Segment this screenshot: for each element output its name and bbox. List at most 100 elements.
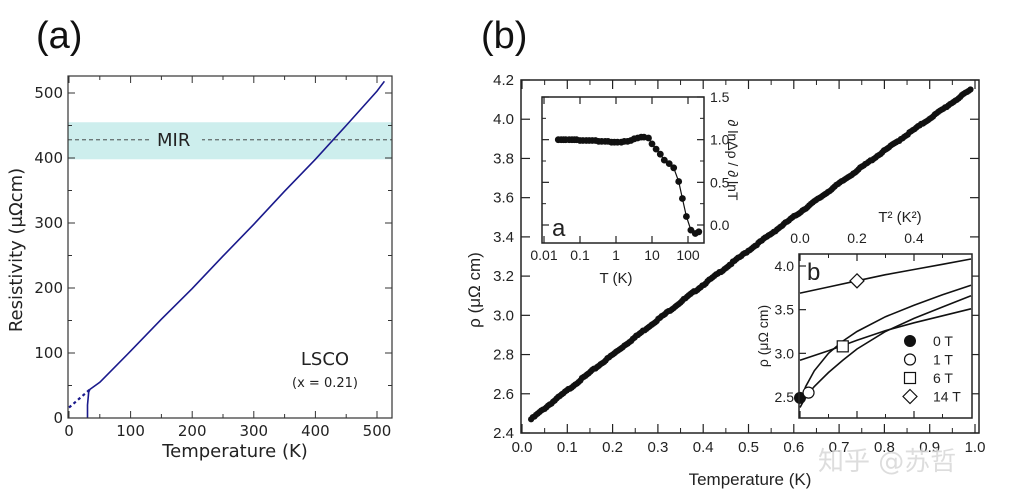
x-tick-label: 0.2 [602, 439, 623, 456]
series-line-dotted [68, 388, 91, 409]
x-tick-label: 0.6 [783, 439, 804, 456]
inset-b-curve [799, 284, 972, 402]
inset-b-curve [799, 258, 972, 294]
inset-a-y-tick-label: 0.5 [710, 174, 730, 190]
inset-a-point [670, 164, 678, 172]
mir-band [68, 122, 392, 160]
legend-label: 1 T [933, 352, 953, 368]
inset-a-x-tick-label: 0.1 [570, 247, 590, 263]
series-b [528, 86, 974, 423]
legend-label: 0 T [933, 333, 953, 349]
inset-a-ticks: 0.01 0.1 1 10 100 0.0 0.5 1.0 1.5 [530, 89, 729, 263]
inset-b-x-tick-label: 0.2 [847, 230, 867, 246]
inset-a-point [660, 156, 668, 164]
inset-a-point [648, 140, 656, 148]
inset-a-point [645, 134, 652, 142]
inset-a-series [554, 133, 703, 237]
x-axis-label-a: Temperature (K) [161, 441, 308, 462]
x-tick-label: 0.7 [829, 439, 850, 456]
series-a [68, 80, 386, 418]
legend-label: 14 T [933, 389, 961, 405]
inset-a-point [683, 213, 690, 220]
y-tick-label: 2.8 [493, 347, 514, 364]
inset-a-x-label: T (K) [599, 270, 632, 287]
legend-marker-open-diamond [902, 388, 918, 405]
y-tick-label: 200 [34, 279, 63, 297]
mir-label-gap [150, 136, 202, 143]
data-point [967, 86, 974, 93]
x-axis-label-b: Temperature (K) [689, 470, 812, 489]
y-tick-label: 3.6 [493, 190, 514, 207]
panel-label-b: (b) [481, 15, 527, 57]
x-tick-label: 1.0 [965, 439, 986, 456]
inset-a-x-tick-label: 10 [644, 247, 660, 263]
legend-marker-open-square [903, 371, 917, 385]
x-tick-label: 0.5 [738, 439, 759, 456]
inset-b-x-tick-label: 0.4 [904, 230, 924, 246]
y-tick-label: 0 [53, 409, 63, 427]
x-tick-label: 200 [178, 422, 207, 440]
x-tick-label: 0.0 [512, 439, 533, 456]
inset-a-background [542, 97, 704, 243]
watermark: 知乎 @苏哲 [818, 447, 956, 477]
y-tick-label: 2.6 [493, 386, 514, 403]
inset-a-point [679, 195, 686, 202]
x-tick-label: 0.1 [557, 439, 578, 456]
inset-a-frame [541, 96, 705, 244]
plot-frame-b [520, 79, 980, 434]
inset-b-marker [849, 272, 865, 289]
x-tick-label: 400 [301, 422, 330, 440]
y-tick-label: 3.4 [493, 229, 514, 246]
inset-b-marker [802, 386, 815, 399]
inset-a-y-label: ∂ lnΔρ / ∂ lnT [725, 120, 741, 201]
inset-b-y-tick-label: 2.5 [775, 389, 795, 405]
inset-b-marker [836, 340, 849, 353]
inset-a-x-tick-label: 100 [676, 247, 700, 263]
x-tick-label: 0 [64, 422, 74, 440]
axis-ticks-a: 0 100 200 300 400 500 0 100 200 300 400 500 [34, 76, 392, 440]
inset-b-x-tick-label: 0.0 [790, 230, 810, 246]
y-axis-label-b: ρ (μΩ cm) [465, 252, 484, 328]
plot-frame-a [67, 75, 393, 419]
inset-b-curve [799, 308, 972, 362]
chart-b: 0.0 0.1 0.2 0.3 0.4 0.5 0.6 0.7 0.8 0.9 1.0 2.4 2.6 2… [465, 72, 985, 489]
annotation-lsco: LSCO [301, 349, 349, 370]
inset-b-y-tick-label: 3.5 [775, 302, 795, 318]
inset-a-x-tick-label: 1 [612, 247, 620, 263]
inset-a-point [695, 228, 703, 236]
y-axis-label-a: Resistivity (μΩcm) [6, 168, 27, 332]
x-tick-label: 500 [363, 422, 392, 440]
inset-b-y-tick-label: 4.0 [775, 258, 795, 274]
y-tick-label: 2.4 [493, 425, 514, 442]
x-tick-label: 100 [116, 422, 145, 440]
inset-a-label: a [552, 215, 566, 242]
y-tick-label: 400 [34, 149, 63, 167]
inset-a-y-tick-label: 1.5 [710, 89, 730, 105]
legend-marker-open-circle [903, 353, 917, 366]
x-tick-label: 0.8 [874, 439, 895, 456]
chart-a: MIR 0 100 200 300 400 500 0 100 200 300 400 500 Tem… [6, 75, 393, 462]
inset-b-y-label: ρ (μΩ cm) [755, 305, 771, 367]
legend-marker-filled-circle [904, 335, 916, 347]
inset-b-ticks: 0.0 0.2 0.4 2.5 3.0 3.5 4.0 [775, 230, 943, 418]
x-tick-label: 0.4 [693, 439, 714, 456]
x-tick-label: 0.3 [647, 439, 668, 456]
inset-a-point [665, 160, 673, 168]
y-tick-label: 4.2 [493, 72, 514, 89]
inset-a-y-tick-label: 1.0 [710, 132, 730, 148]
inset-b-frame [798, 253, 973, 419]
y-tick-label: 4.0 [493, 111, 514, 128]
y-tick-label: 100 [34, 344, 63, 362]
inset-a-point [656, 150, 664, 158]
inset-b: 0.0 0.2 0.4 2.5 3.0 3.5 4.0 b T² (K²) ρ (μΩ cm… [755, 209, 973, 419]
legend-label: 6 T [933, 370, 953, 386]
panel-label-a: (a) [36, 15, 82, 57]
annotation-doping: (x = 0.21) [292, 376, 358, 391]
inset-a-point [652, 145, 660, 153]
axis-ticks-b: 0.0 0.1 0.2 0.3 0.4 0.5 0.6 0.7 0.8 0.9 1.0 2.4 2.6 2… [493, 72, 985, 456]
inset-b-series [794, 258, 972, 408]
inset-b-y-tick-label: 3.0 [775, 345, 795, 361]
y-tick-label: 3.2 [493, 268, 514, 285]
inset-a-x-tick-label: 0.01 [530, 247, 557, 263]
